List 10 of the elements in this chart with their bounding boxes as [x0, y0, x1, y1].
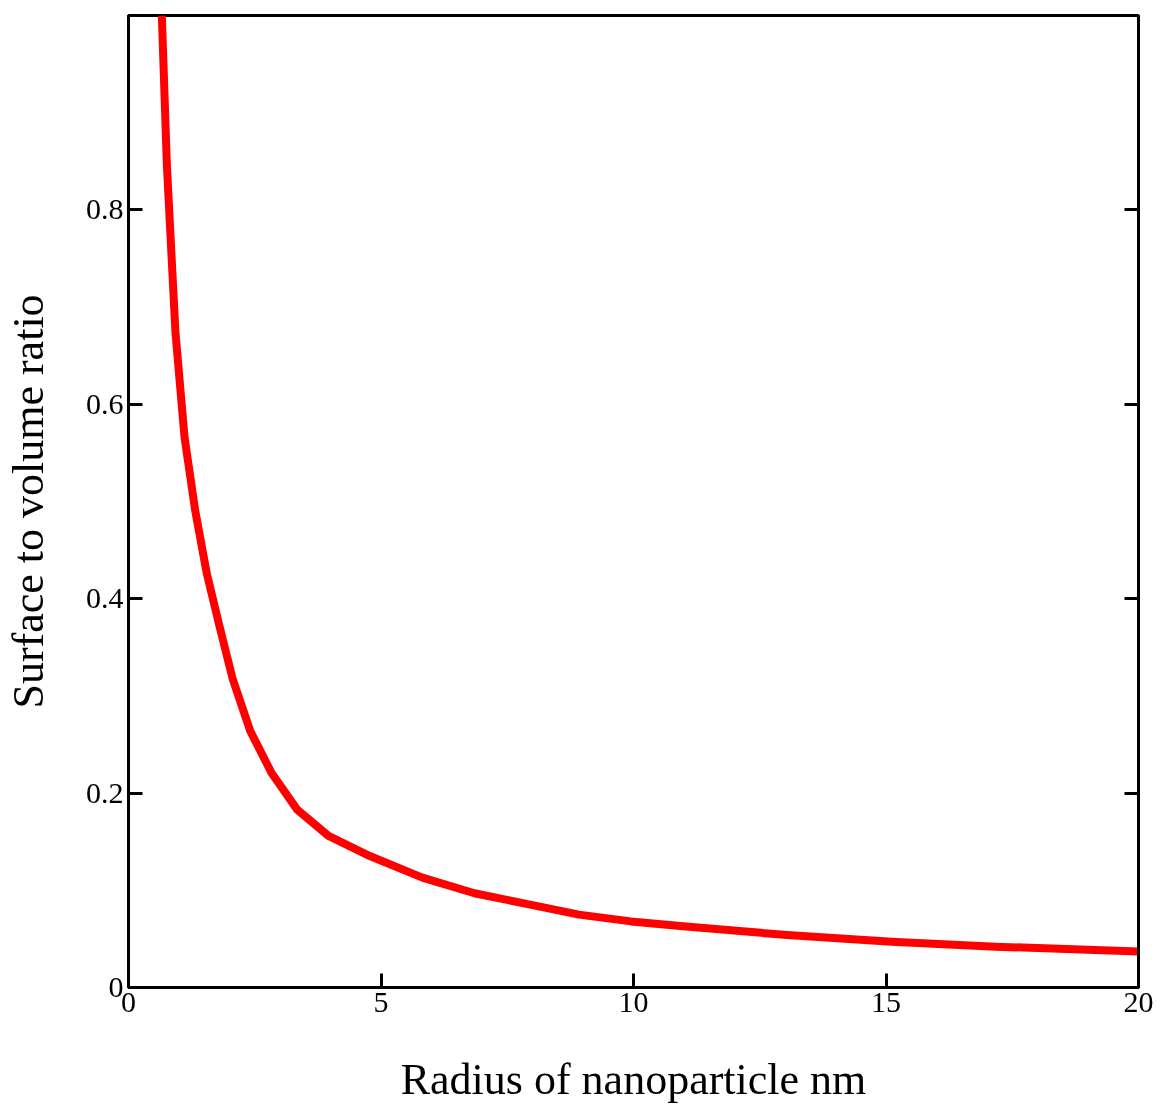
x-axis-title: Radius of nanoparticle nm [400, 1054, 867, 1104]
y-axis-title: Surface to volume ratio [4, 294, 53, 709]
y-tick-label: 0.8 [86, 192, 124, 226]
y-tick-label: 0.6 [86, 386, 124, 420]
x-tick-label: 10 [618, 984, 649, 1018]
x-tick-label: 20 [1123, 984, 1154, 1018]
x-tick-label: 15 [871, 984, 901, 1018]
y-tick-label: 0.2 [86, 775, 124, 809]
y-tick-label: 0.4 [86, 581, 124, 615]
x-tick-label: 5 [373, 984, 389, 1018]
